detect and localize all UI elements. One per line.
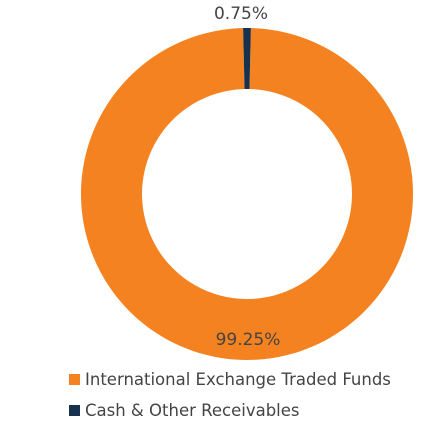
slice-international-etfs [81,28,414,360]
label-international-etfs-value: 99.25% [216,330,281,350]
legend-label: International Exchange Traded Funds [85,370,391,389]
slice-cash-other-receivables [243,28,251,90]
legend-swatch [69,405,80,416]
legend-item-international-etfs: International Exchange Traded Funds [69,370,391,389]
labels-layer: 0.75% 99.25% [214,4,280,350]
legend: International Exchange Traded Funds Cash … [69,370,391,420]
legend-item-cash-other-receivables: Cash & Other Receivables [69,401,300,420]
legend-swatch [69,374,80,385]
slices-layer [81,28,414,360]
legend-label: Cash & Other Receivables [85,401,300,420]
label-cash-other-receivables-value: 0.75% [214,4,268,24]
